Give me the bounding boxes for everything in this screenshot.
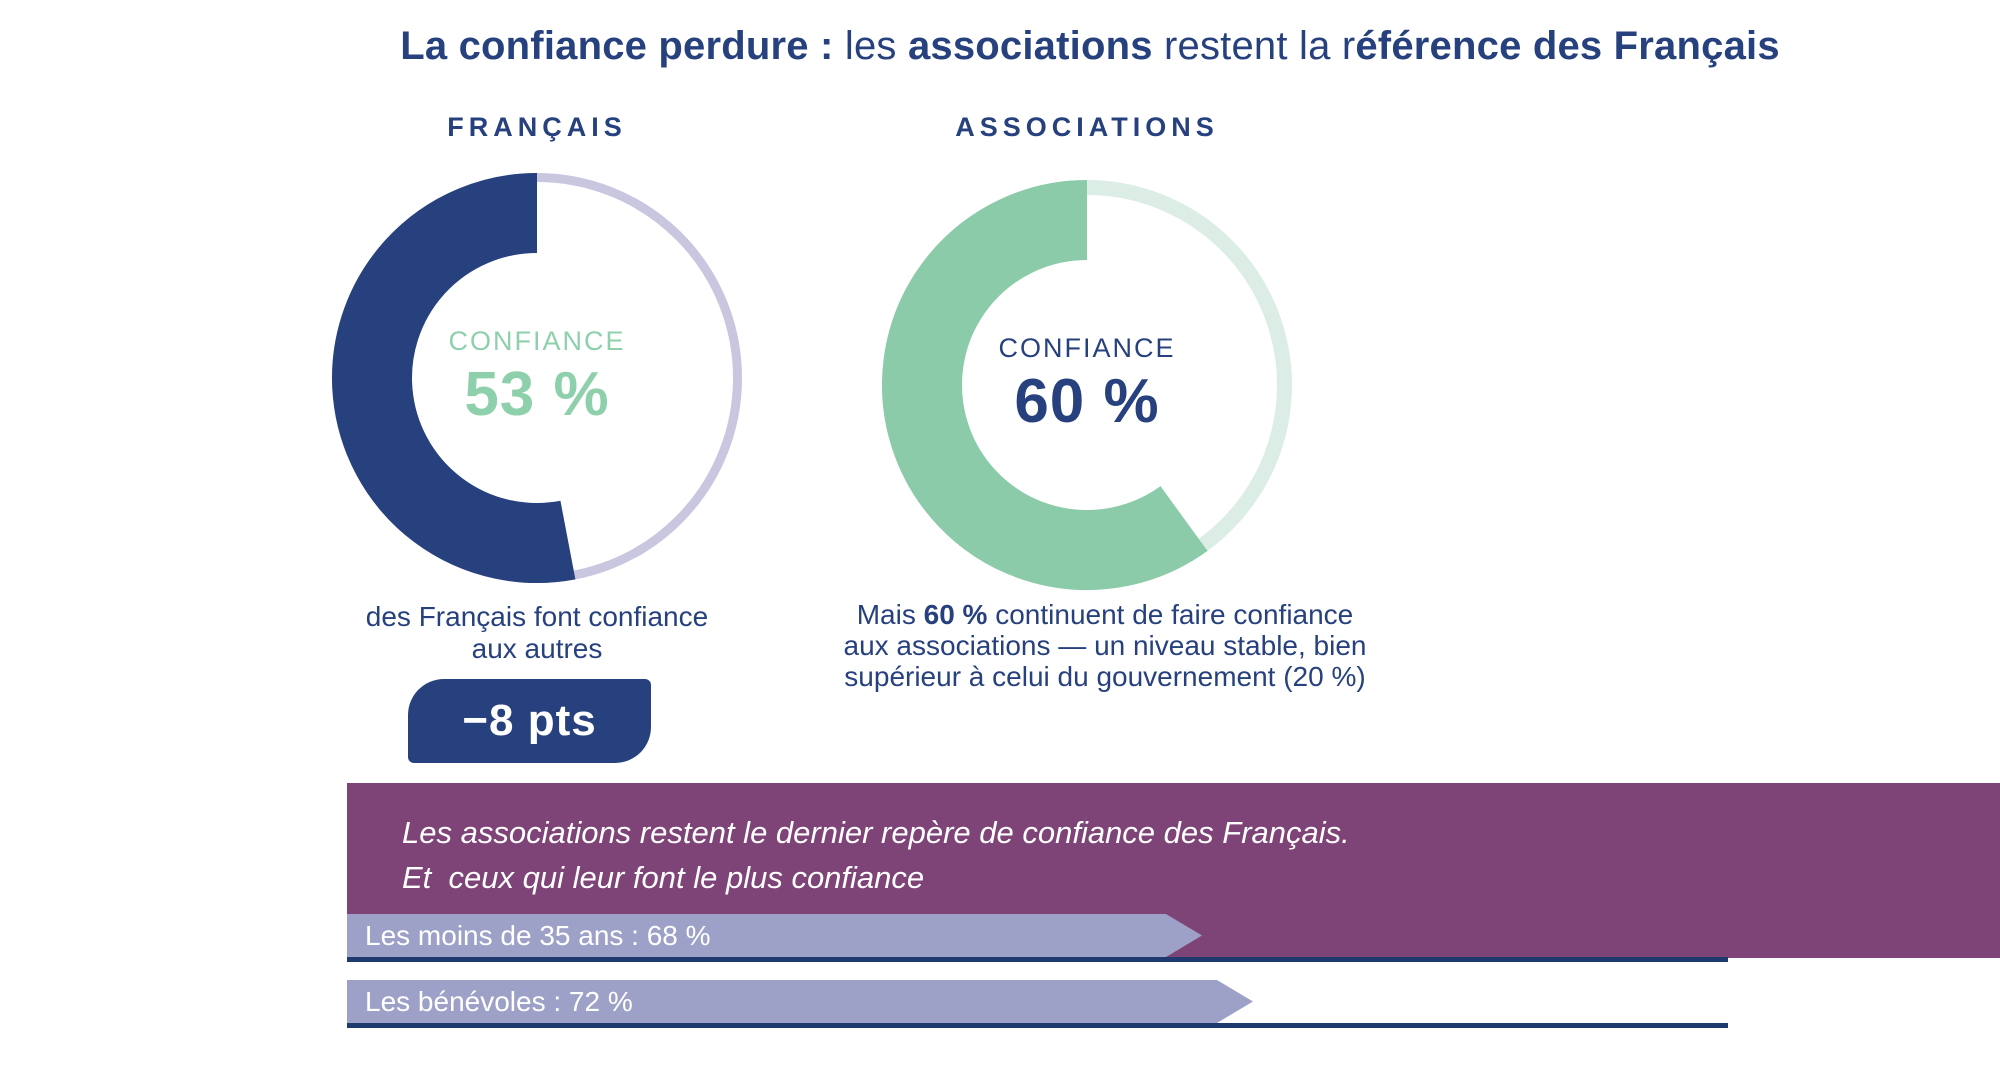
title-segment: éférence des Français xyxy=(1355,24,1780,68)
title-segment: les xyxy=(833,24,908,68)
donut-label-francais: FRANÇAIS xyxy=(447,112,627,142)
bar-row: Les bénévoles : 72 % xyxy=(347,980,1253,1023)
bar-row: Les moins de 35 ans : 68 % xyxy=(347,914,1202,957)
donut-value-arc xyxy=(332,173,576,583)
caption-line: des Français font confiance xyxy=(365,601,709,632)
confiance-label: CONFIANCE xyxy=(448,326,626,356)
donut-chart-associations: CONFIANCE 60 % xyxy=(877,175,1297,595)
donut-label-associations: ASSOCIATIONS xyxy=(955,112,1219,142)
confiance-value: 60 % xyxy=(1014,367,1160,436)
banner-line: Les associations restent le dernier repè… xyxy=(402,815,1350,850)
donut-svg xyxy=(882,180,1292,590)
donut-svg xyxy=(332,173,742,583)
confiance-label: CONFIANCE xyxy=(998,333,1176,363)
page-title: La confiance perdure : les associations … xyxy=(345,24,1835,69)
bar-axis-line xyxy=(347,957,1728,962)
caption-line: aux autres xyxy=(471,633,603,664)
association-caption: Mais 60 % continuent de faire confiance a… xyxy=(825,599,1385,692)
donut-chart-francais: CONFIANCE 53 % xyxy=(327,168,747,588)
donut-value-arc xyxy=(882,180,1208,590)
caption-line: aux associations — un niveau stable, bie… xyxy=(843,630,1367,661)
francais-caption: des Français font confiance aux autres xyxy=(287,601,787,665)
bar-label: Les bénévoles : 72 % xyxy=(365,986,633,1017)
title-segment: restent la r xyxy=(1152,24,1356,68)
bar-label: Les moins de 35 ans : 68 % xyxy=(365,920,711,951)
delta-badge: −8 pts xyxy=(408,679,651,763)
donut-center-associations: CONFIANCE 60 % xyxy=(877,175,1297,595)
caption-line: supérieur à celui du gouvernement (20 %) xyxy=(844,661,1366,692)
title-segment: associations xyxy=(907,24,1153,68)
bar-axis-line xyxy=(347,1023,1728,1028)
title-segment: La confiance perdure : xyxy=(400,24,834,68)
donut-center-francais: CONFIANCE 53 % xyxy=(327,168,747,588)
caption-line: Mais 60 % continuent de faire confiance xyxy=(856,599,1354,630)
banner-line: Et ceux qui leur font le plus confiance xyxy=(402,860,925,895)
confiance-value: 53 % xyxy=(464,360,610,429)
